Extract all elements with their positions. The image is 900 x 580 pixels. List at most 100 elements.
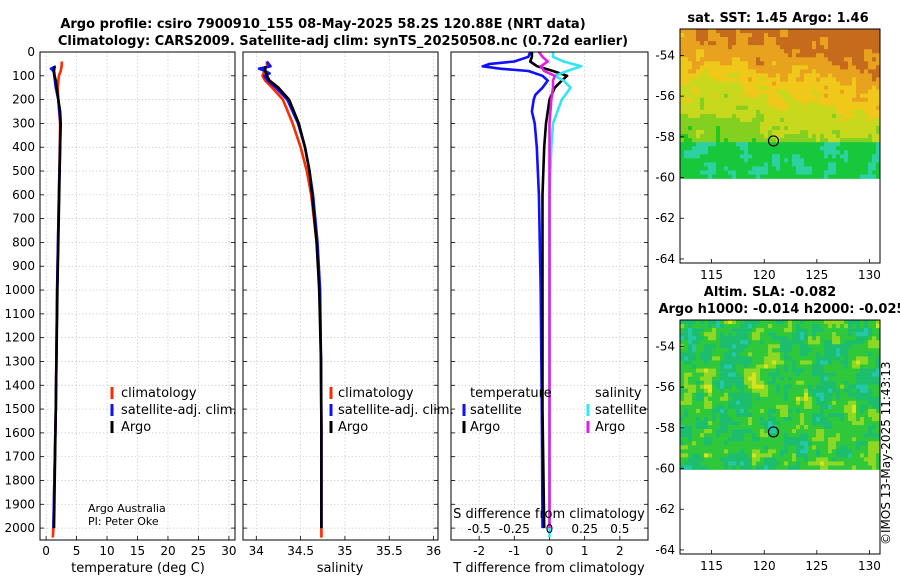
sla-map-xtick-label: 125 [805, 559, 828, 573]
sst-map-cell [692, 113, 697, 119]
sla-map-cell [808, 417, 813, 422]
sla-map-cell [792, 421, 797, 426]
sst-map-cell [688, 85, 693, 90]
depth-tick-label: 100 [12, 69, 35, 83]
sst-map-cell [836, 45, 841, 50]
sst-map-cell [712, 113, 717, 119]
sla-map-cell [860, 408, 865, 414]
sla-map-cell [772, 417, 777, 422]
sst-map-cell [712, 146, 717, 151]
sla-map-cell [724, 356, 729, 361]
sla-map-cell [852, 364, 857, 369]
sst-map-cell [832, 41, 837, 46]
sst-map-cell [780, 37, 785, 42]
sst-map-cell [748, 93, 753, 99]
sla-map-cell [720, 324, 725, 329]
sst-map-cell [828, 109, 833, 115]
sla-map-cell [788, 417, 793, 422]
sst-map-cell [848, 41, 853, 46]
salinity-legend: climatology satellite-adj. clim. Argo [329, 386, 454, 435]
sst-map-cell [744, 49, 749, 54]
diff-top-xtick-label: -0.25 [499, 522, 530, 536]
sst-map-cell [696, 105, 701, 111]
sst-map-cell [844, 170, 849, 175]
sst-map-cell [760, 142, 765, 147]
sla-map-cell [792, 368, 797, 373]
sla-map-cell [716, 396, 721, 402]
sla-map-cell [684, 449, 689, 454]
sst-map-cell [692, 29, 697, 34]
sst-map-cell [860, 134, 865, 139]
sla-map-cell [732, 433, 737, 438]
sst-map-cell [752, 154, 757, 159]
sla-map-cell [712, 332, 717, 337]
diff-line-salinity-satellite [548, 52, 583, 538]
sla-map-cell [708, 457, 713, 462]
sst-map-cell [820, 150, 825, 155]
sst-map-cell [768, 53, 773, 58]
sla-map-cell [872, 352, 877, 357]
sla-map-cell [784, 400, 789, 406]
sst-map-cell [824, 142, 829, 147]
sst-map-cell [716, 142, 721, 147]
sst-map-cell [784, 174, 789, 179]
sla-map-cell [844, 372, 849, 377]
sst-map-cell [824, 29, 829, 34]
sla-map-cell [744, 356, 749, 361]
sst-map-cell [776, 113, 781, 119]
sla-map-cell [732, 376, 737, 381]
sst-map-cell [824, 45, 829, 50]
sla-map-cell [820, 376, 825, 381]
sla-map-cell [720, 453, 725, 458]
sst-map-cell [744, 105, 749, 111]
sst-map-cell [812, 146, 817, 151]
sst-map-cell [708, 33, 713, 38]
sla-map-cell [760, 376, 765, 381]
sla-map-cell [792, 356, 797, 361]
sla-map-cell [748, 344, 753, 349]
sla-map-cell [832, 429, 837, 434]
sla-map-cell [852, 437, 857, 442]
sst-map-cell [732, 77, 737, 82]
difference-legend: temperature satellite Argo salinity sate… [462, 386, 647, 435]
sla-map-cell [840, 360, 845, 365]
sla-map-cell [796, 360, 801, 365]
sla-map-cell [764, 392, 769, 398]
sst-map-cell [732, 150, 737, 155]
sla-map-cell [740, 417, 745, 422]
sst-map-cell [768, 105, 773, 111]
sla-map-cell [740, 441, 745, 446]
sst-map-cell [732, 126, 737, 131]
sst-map-cell [808, 150, 813, 155]
sst-map-cell [740, 121, 745, 127]
sst-map-cell [848, 89, 853, 94]
sst-map-cell [708, 162, 713, 167]
sst-map-cell [724, 41, 729, 46]
sla-map-cell [876, 421, 881, 426]
sla-map-cell [780, 457, 785, 462]
sla-map-cell [688, 425, 693, 430]
sst-map-cell [768, 117, 773, 123]
sst-map-cell [852, 101, 857, 107]
sst-map-cell [784, 53, 789, 58]
sla-map-cell [760, 408, 765, 414]
sla-map-cell [792, 408, 797, 414]
sla-map-cell [700, 368, 705, 373]
sla-map-cell [720, 368, 725, 373]
sla-map-cell [728, 328, 733, 333]
sla-map-cell [752, 376, 757, 381]
sla-map-cell [828, 461, 833, 466]
sst-map-cell [840, 101, 845, 107]
sst-map-cell [788, 89, 793, 94]
sst-map-cell [744, 146, 749, 151]
sla-map-cell [868, 372, 873, 377]
sla-map-cell [736, 332, 741, 337]
sla-map-cell [736, 421, 741, 426]
sst-map-cell [832, 45, 837, 50]
sla-map-cell [728, 400, 733, 406]
sst-map-cell [680, 49, 685, 54]
sla-map-cell [704, 404, 709, 410]
sst-map-cell [812, 138, 817, 143]
sst-map-cell [820, 33, 825, 38]
sla-map-cell [800, 388, 805, 394]
